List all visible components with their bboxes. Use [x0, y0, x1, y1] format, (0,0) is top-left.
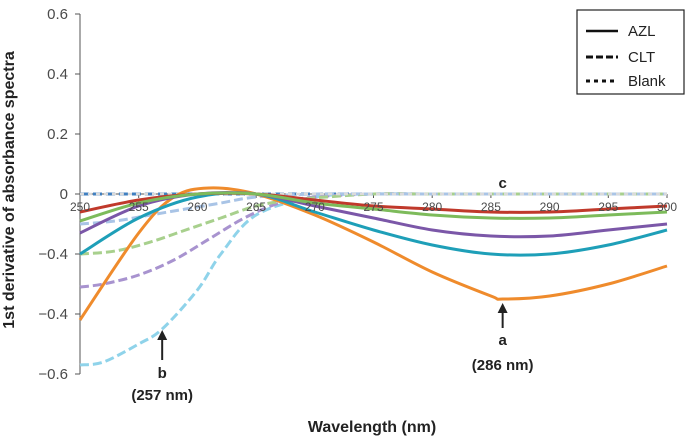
x-tick-labels: 250 255 260 265 270 275 280 285 290 295 300 [70, 200, 677, 214]
legend-label-blank: Blank [628, 73, 666, 90]
annotation-arrow-head [157, 330, 168, 340]
annotation-b-wavelength: (257 nm) [131, 387, 193, 404]
annotation-a-label: a [498, 332, 507, 349]
series-layer [78, 186, 668, 367]
y-tick-label: −0.4 [38, 246, 68, 263]
x-axis-title: Wavelength (nm) [308, 419, 436, 436]
legend: AZL CLT Blank [576, 9, 685, 95]
y-tick-label: 0.2 [47, 126, 68, 143]
y-tick-label: 0 [60, 186, 68, 203]
annotations: a (286 nm) b (257 nm) c [131, 175, 533, 404]
y-tick-labels: 0.6 0.4 0.2 0 −0.4 −0.4 −0.6 [38, 6, 68, 383]
series-line-dashed-6 [79, 192, 667, 367]
x-tick-label: 260 [187, 200, 207, 214]
x-tick-label: 280 [422, 200, 442, 214]
series-line-solid-4 [79, 191, 668, 223]
x-tick-label: 285 [481, 200, 501, 214]
legend-label-azl: AZL [628, 23, 656, 40]
y-tick-label: −0.6 [38, 366, 68, 383]
y-tick-label: −0.4 [38, 306, 68, 323]
y-axis-title: 1st derivative of absorbance spectra [1, 51, 18, 329]
y-tick-label: 0.6 [47, 6, 68, 23]
series-line-dashed-7 [79, 192, 667, 289]
x-tick-label: 275 [363, 200, 383, 214]
annotation-b-label: b [158, 365, 167, 382]
x-tick-label: 300 [657, 200, 677, 214]
x-tick-label: 255 [129, 200, 149, 214]
series-line-solid-1 [79, 191, 668, 257]
annotation-arrow-head [497, 303, 508, 313]
x-tick-label: 295 [598, 200, 618, 214]
x-tick-label: 250 [70, 200, 90, 214]
x-tick-label: 270 [305, 200, 325, 214]
x-tick-label: 290 [540, 200, 560, 214]
annotation-c-label: c [498, 175, 506, 192]
annotation-a-wavelength: (286 nm) [472, 357, 534, 374]
legend-label-clt: CLT [628, 49, 655, 66]
series-line-solid-0 [78, 186, 668, 321]
y-tick-label: 0.4 [47, 66, 68, 83]
x-tick-label: 265 [246, 200, 266, 214]
